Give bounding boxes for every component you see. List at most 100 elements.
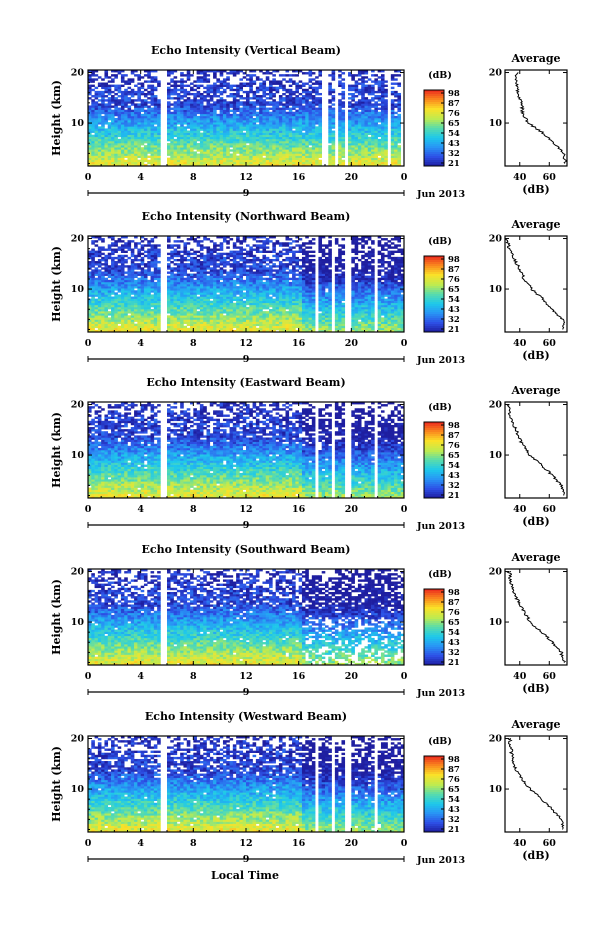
heatmap-cell (331, 124, 336, 127)
heatmap-cell (367, 111, 372, 115)
heatmap-cell (167, 149, 171, 152)
heatmap-cell (246, 109, 250, 113)
heatmap-cell (124, 151, 128, 154)
heatmap-cell (249, 163, 253, 167)
heatmap-cell (150, 159, 155, 163)
heatmap-cell (357, 88, 362, 92)
heatmap-cell (120, 315, 125, 318)
heatmap-cell (262, 122, 267, 125)
heatmap-cell (374, 134, 378, 138)
heatmap-cell (140, 163, 145, 167)
heatmap-cell (341, 111, 346, 115)
heatmap-cell (209, 281, 214, 285)
heatmap-cell (380, 88, 385, 92)
heatmap-cell (157, 136, 161, 140)
heatmap-cell (209, 95, 214, 98)
heatmap-cell (137, 325, 141, 329)
heatmap-cell (269, 134, 273, 138)
heatmap-cell (170, 72, 174, 75)
heatmap-cell (111, 286, 115, 289)
heatmap-cell (193, 302, 197, 306)
heatmap-cell (196, 95, 201, 98)
heatmap-cell (229, 86, 234, 90)
heatmap-cell (308, 103, 313, 106)
heatmap-cell (315, 76, 319, 79)
heatmap-cell (367, 128, 372, 131)
heatmap-cell (186, 134, 191, 138)
heatmap-cell (176, 306, 181, 310)
heatmap-cell (117, 296, 122, 299)
heatmap-cell (130, 95, 135, 98)
heatmap-cell (147, 252, 151, 256)
heatmap-cell (380, 70, 385, 73)
heatmap-cell (88, 88, 92, 92)
heatmap-cell (124, 277, 128, 281)
heatmap-cell (288, 130, 293, 133)
heatmap-cell (176, 115, 181, 119)
heatmap-cell (213, 111, 217, 115)
heatmap-cell (140, 290, 145, 293)
heatmap-cell (153, 263, 158, 266)
heatmap-cell (176, 143, 181, 146)
heatmap-cell (134, 242, 138, 245)
heatmap-cell (390, 163, 395, 167)
heatmap-cell (157, 140, 161, 144)
heatmap-cell (167, 113, 171, 117)
heatmap-cell (315, 92, 319, 96)
heatmap-cell (104, 258, 109, 262)
heatmap-cell (97, 105, 102, 108)
heatmap-cell (107, 325, 112, 329)
heatmap-cell (262, 80, 267, 83)
heatmap-cell (91, 321, 95, 324)
heatmap-cell (216, 327, 220, 331)
panel-0: Echo Intensity (Vertical Beam)0 4 8 12 16 20 0… (50, 44, 568, 200)
heatmap-cell (97, 103, 102, 106)
heatmap-cell (255, 78, 260, 81)
heatmap-cell (397, 136, 402, 140)
heatmap-cell (143, 273, 148, 276)
heatmap-cell (219, 143, 224, 146)
heatmap-cell (134, 263, 138, 266)
heatmap-cell (380, 147, 385, 150)
heatmap-cell (150, 70, 155, 73)
heatmap-cell (377, 99, 382, 102)
heatmap-cell (130, 309, 135, 312)
heatmap-cell (134, 122, 138, 125)
heatmap-cell (288, 128, 293, 131)
heatmap-cell (213, 309, 217, 312)
heatmap-cell (176, 99, 181, 102)
heatmap-cell (143, 254, 148, 258)
heatmap-cell (97, 248, 102, 251)
heatmap-cell (219, 101, 224, 104)
heatmap-cell (397, 120, 402, 123)
heatmap-cell (377, 115, 382, 119)
heatmap-cell (167, 236, 171, 239)
heatmap-cell (213, 292, 217, 295)
heatmap-cell (236, 136, 240, 140)
colorbar-segment (424, 112, 444, 115)
heatmap-cell (134, 323, 138, 327)
heatmap-cell (157, 275, 161, 279)
heatmap-cell (91, 113, 95, 117)
heatmap-cell (170, 97, 174, 100)
heatmap-cell (134, 163, 138, 167)
heatmap-cell (157, 109, 161, 113)
heatmap-cell (150, 122, 155, 125)
heatmap-cell (140, 84, 145, 87)
heatmap-cell (239, 78, 244, 81)
heatmap-cell (232, 145, 237, 148)
heatmap-cell (183, 256, 188, 260)
heatmap-cell (272, 80, 276, 83)
heatmap-cell (318, 128, 323, 131)
heatmap-cell (157, 82, 161, 85)
heatmap-cell (262, 120, 267, 123)
heatmap-cell (140, 151, 145, 154)
heatmap-cell (242, 132, 247, 135)
heatmap-cell (153, 306, 158, 310)
heatmap-cell (219, 118, 224, 121)
heatmap-cell (301, 143, 306, 146)
heatmap-cell (130, 161, 135, 165)
heatmap-cell (203, 163, 207, 167)
heatmap-cell (318, 143, 323, 146)
heatmap-cell (114, 292, 118, 295)
